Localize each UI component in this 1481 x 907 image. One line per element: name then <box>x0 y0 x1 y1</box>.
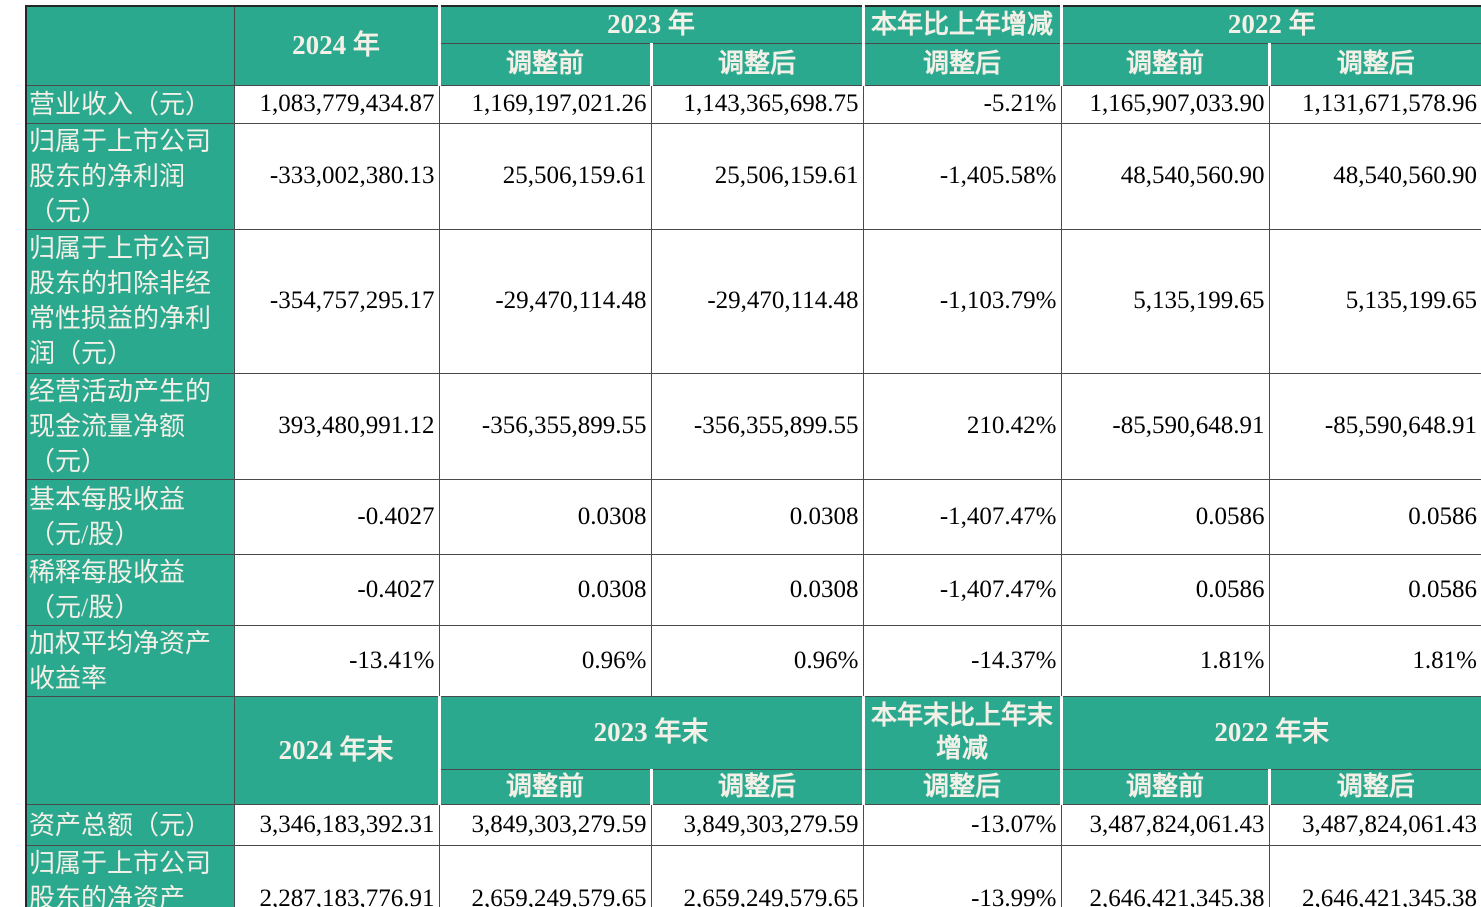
value-cell: 25,506,159.61 <box>438 122 652 230</box>
value-cell: -1,103.79% <box>862 228 1062 374</box>
value-cell: 1,131,671,578.96 <box>1268 84 1481 124</box>
value-cell: 0.0586 <box>1268 478 1481 555</box>
value-cell: 0.0308 <box>438 553 652 626</box>
col-subheader-changeend-adj-after: 调整后 <box>861 768 1063 806</box>
col-header-2023: 2023 年 <box>437 5 865 44</box>
value-cell: 210.42% <box>862 372 1062 480</box>
col-subheader-2023-adj-before: 调整前 <box>437 42 653 86</box>
value-cell: -29,470,114.48 <box>650 228 864 374</box>
value-cell: -1,407.47% <box>862 478 1062 555</box>
value-cell: 0.96% <box>650 624 864 697</box>
row-label: 稀释每股收益 （元/股） <box>25 553 235 626</box>
value-cell: 0.0586 <box>1268 553 1481 626</box>
value-cell: -1,407.47% <box>862 553 1062 626</box>
col-subheader-2023end-adj-after: 调整后 <box>649 768 865 806</box>
col-header-2024: 2024 年 <box>233 5 440 86</box>
table-row: 加权平均净资产 收益率 -13.41% 0.96% 0.96% -14.37% … <box>25 624 1481 697</box>
value-cell: 3,346,183,392.31 <box>233 804 440 847</box>
value-cell: 48,540,560.90 <box>1060 122 1270 230</box>
row-label: 营业收入（元） <box>25 84 235 124</box>
value-cell: 3,487,824,061.43 <box>1268 804 1481 847</box>
value-cell: -0.4027 <box>233 478 440 555</box>
col-header-2024-end: 2024 年末 <box>233 695 440 806</box>
value-cell: -1,405.58% <box>862 122 1062 230</box>
value-cell: 1.81% <box>1268 624 1481 697</box>
value-cell: -5.21% <box>862 84 1062 124</box>
value-cell: 2,659,249,579.65 <box>650 845 864 907</box>
col-header-change-end: 本年末比上年末 增减 <box>861 695 1063 770</box>
col-header-2023-end: 2023 年末 <box>437 695 865 770</box>
table-row: 归属于上市公司 股东的净利润 （元） -333,002,380.13 25,50… <box>25 122 1481 230</box>
row-label: 归属于上市公司 股东的净利润 （元） <box>25 122 235 230</box>
value-cell: 2,659,249,579.65 <box>438 845 652 907</box>
value-cell: 1,169,197,021.26 <box>438 84 652 124</box>
row-label: 归属于上市公司 股东的扣除非经 常性损益的净利 润（元） <box>25 228 235 374</box>
value-cell: 3,849,303,279.59 <box>650 804 864 847</box>
value-cell: 393,480,991.12 <box>233 372 440 480</box>
value-cell: -85,590,648.91 <box>1268 372 1481 480</box>
col-subheader-2022-adj-after: 调整后 <box>1267 42 1481 86</box>
value-cell: -13.99% <box>862 845 1062 907</box>
financial-summary-table: 2024 年 2023 年 本年比上年增减 2022 年 调整前 调整后 调整后… <box>25 5 1481 907</box>
row-label: 基本每股收益 （元/股） <box>25 478 235 555</box>
value-cell: 0.96% <box>438 624 652 697</box>
section2-corner-cell <box>25 695 235 806</box>
table-row: 基本每股收益 （元/股） -0.4027 0.0308 0.0308 -1,40… <box>25 478 1481 555</box>
value-cell: 3,487,824,061.43 <box>1060 804 1270 847</box>
value-cell: 0.0308 <box>650 478 864 555</box>
col-subheader-2022end-adj-after: 调整后 <box>1267 768 1481 806</box>
value-cell: -356,355,899.55 <box>438 372 652 480</box>
value-cell: -13.41% <box>233 624 440 697</box>
table-row: 经营活动产生的 现金流量净额 （元） 393,480,991.12 -356,3… <box>25 372 1481 480</box>
value-cell: -0.4027 <box>233 553 440 626</box>
value-cell: 0.0586 <box>1060 478 1270 555</box>
value-cell: 2,646,421,345.38 <box>1268 845 1481 907</box>
table-row: 稀释每股收益 （元/股） -0.4027 0.0308 0.0308 -1,40… <box>25 553 1481 626</box>
value-cell: 1.81% <box>1060 624 1270 697</box>
col-header-change-yoy: 本年比上年增减 <box>861 5 1063 44</box>
table-row: 归属于上市公司 股东的净资产 （元） 2,287,183,776.91 2,65… <box>25 845 1481 907</box>
col-subheader-change-adj-after: 调整后 <box>861 42 1063 86</box>
table-row: 归属于上市公司 股东的扣除非经 常性损益的净利 润（元） -354,757,29… <box>25 228 1481 374</box>
col-subheader-2023end-adj-before: 调整前 <box>437 768 653 806</box>
row-label: 加权平均净资产 收益率 <box>25 624 235 697</box>
value-cell: 3,849,303,279.59 <box>438 804 652 847</box>
col-subheader-2022end-adj-before: 调整前 <box>1059 768 1271 806</box>
value-cell: 0.0586 <box>1060 553 1270 626</box>
value-cell: 2,646,421,345.38 <box>1060 845 1270 907</box>
value-cell: -354,757,295.17 <box>233 228 440 374</box>
col-subheader-2023-adj-after: 调整后 <box>649 42 865 86</box>
value-cell: 2,287,183,776.91 <box>233 845 440 907</box>
section1-corner-cell <box>25 5 235 86</box>
row-label: 经营活动产生的 现金流量净额 （元） <box>25 372 235 480</box>
value-cell: -14.37% <box>862 624 1062 697</box>
value-cell: 1,143,365,698.75 <box>650 84 864 124</box>
value-cell: 5,135,199.65 <box>1268 228 1481 374</box>
col-subheader-2022-adj-before: 调整前 <box>1059 42 1271 86</box>
value-cell: 5,135,199.65 <box>1060 228 1270 374</box>
value-cell: 25,506,159.61 <box>650 122 864 230</box>
value-cell: -356,355,899.55 <box>650 372 864 480</box>
row-label: 资产总额（元） <box>25 804 235 847</box>
col-header-2022: 2022 年 <box>1059 5 1481 44</box>
value-cell: -333,002,380.13 <box>233 122 440 230</box>
value-cell: 0.0308 <box>650 553 864 626</box>
value-cell: 0.0308 <box>438 478 652 555</box>
value-cell: -13.07% <box>862 804 1062 847</box>
value-cell: 48,540,560.90 <box>1268 122 1481 230</box>
value-cell: 1,165,907,033.90 <box>1060 84 1270 124</box>
table-row: 营业收入（元） 1,083,779,434.87 1,169,197,021.2… <box>25 84 1481 124</box>
table-row: 资产总额（元） 3,346,183,392.31 3,849,303,279.5… <box>25 804 1481 847</box>
value-cell: -29,470,114.48 <box>438 228 652 374</box>
value-cell: 1,083,779,434.87 <box>233 84 440 124</box>
col-header-2022-end: 2022 年末 <box>1059 695 1481 770</box>
value-cell: -85,590,648.91 <box>1060 372 1270 480</box>
row-label: 归属于上市公司 股东的净资产 （元） <box>25 845 235 907</box>
